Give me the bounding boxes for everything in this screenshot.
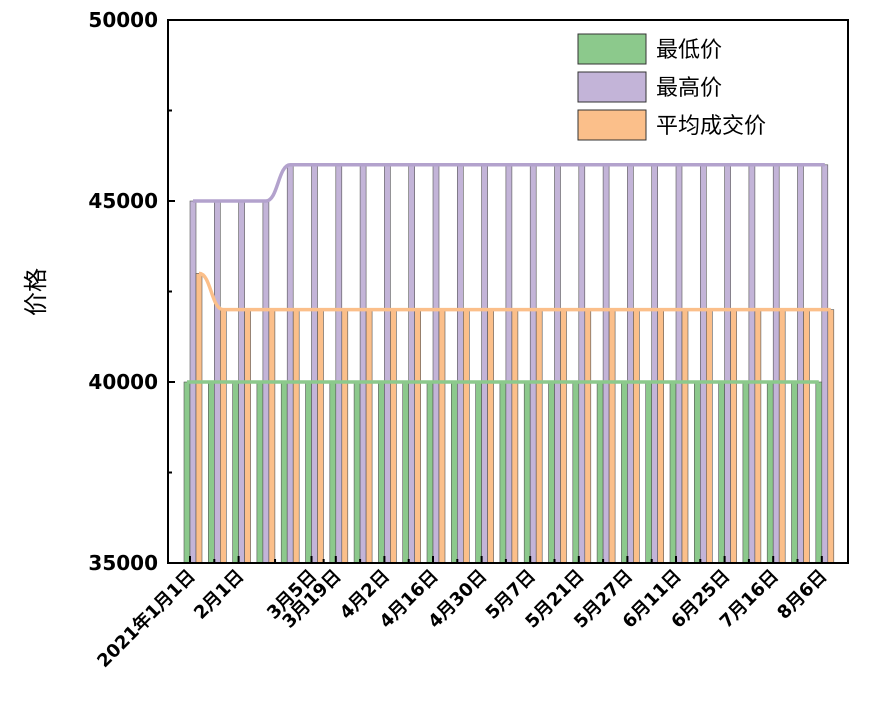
bar-min-price xyxy=(232,381,239,564)
y-tick-label: 50000 xyxy=(88,8,158,32)
bar-min-price xyxy=(378,381,385,564)
x-tick-label: 8月6日 xyxy=(773,566,831,624)
bar-avg-price xyxy=(244,309,251,564)
bar-avg-price xyxy=(584,309,592,564)
bar-min-price xyxy=(766,381,774,564)
bar-avg-price xyxy=(414,309,422,564)
bar-max-price xyxy=(797,164,804,564)
bar-min-price xyxy=(499,381,507,564)
bar-min-price xyxy=(208,381,215,564)
bar-max-price xyxy=(359,164,367,564)
bar-min-price xyxy=(475,381,482,564)
bar-min-price xyxy=(329,381,337,564)
bar-avg-price xyxy=(778,309,786,564)
bar-avg-price xyxy=(560,309,567,564)
legend: 最低价 最高价 平均成交价 xyxy=(577,33,766,141)
bar-max-price xyxy=(821,164,829,564)
bar-avg-price xyxy=(341,309,349,564)
bar-avg-price xyxy=(220,309,227,564)
legend-swatch-avg xyxy=(577,109,647,141)
bar-max-price xyxy=(529,164,537,564)
bar-avg-price xyxy=(657,309,665,564)
bar-avg-price xyxy=(827,309,835,564)
bar-min-price xyxy=(572,381,580,564)
legend-swatch-min xyxy=(577,33,647,65)
bar-max-price xyxy=(602,164,610,564)
line-max-price xyxy=(193,163,825,203)
bar-avg-price xyxy=(268,309,276,564)
legend-label-avg: 平均成交价 xyxy=(656,114,766,139)
bar-max-price xyxy=(651,164,659,564)
bar-avg-price xyxy=(754,309,762,564)
bar-min-price xyxy=(280,381,288,564)
bar-max-price xyxy=(408,164,416,564)
bar-min-price xyxy=(621,381,628,564)
bar-max-price xyxy=(724,164,731,564)
bar-max-price xyxy=(675,164,683,564)
bar-min-price xyxy=(426,381,434,564)
bar-min-price xyxy=(596,381,604,564)
bar-avg-price xyxy=(730,309,737,564)
y-tick-label: 45000 xyxy=(88,189,158,213)
bar-max-price xyxy=(627,164,634,564)
y-tick-label: 35000 xyxy=(88,551,158,575)
bar-min-price xyxy=(693,381,701,564)
bar-avg-price xyxy=(365,309,373,564)
bar-max-price xyxy=(772,164,780,564)
bar-max-price xyxy=(481,164,488,564)
legend-label-max: 最高价 xyxy=(656,76,722,101)
bar-min-price xyxy=(305,381,312,564)
bar-min-price xyxy=(791,381,798,564)
bar-avg-price xyxy=(535,309,543,564)
bar-avg-price xyxy=(438,309,446,564)
bar-avg-price xyxy=(195,273,203,564)
bar-max-price xyxy=(335,164,343,564)
x-tick-label: 2021年1月1日 xyxy=(93,565,200,672)
bar-avg-price xyxy=(317,309,324,564)
bar-min-price xyxy=(523,381,531,564)
bar-max-price xyxy=(748,164,756,564)
bar-max-price xyxy=(311,164,318,564)
bar-avg-price xyxy=(390,309,397,564)
bar-max-price xyxy=(505,164,513,564)
bar-max-price xyxy=(432,164,440,564)
bar-max-price xyxy=(456,164,464,564)
bar-min-price xyxy=(402,381,410,564)
bar-avg-price xyxy=(705,309,713,564)
bar-min-price xyxy=(718,381,725,564)
bar-avg-price xyxy=(292,309,300,564)
bar-avg-price xyxy=(803,309,810,564)
bar-avg-price xyxy=(681,309,689,564)
bars-layer xyxy=(183,164,835,564)
legend-label-min: 最低价 xyxy=(656,38,722,63)
bar-avg-price xyxy=(487,309,494,564)
bar-min-price xyxy=(815,381,823,564)
bar-min-price xyxy=(183,381,191,564)
line-avg-price xyxy=(198,271,831,312)
y-axis: 35000 40000 45000 50000 xyxy=(88,8,175,575)
y-axis-label: 价格 xyxy=(22,268,50,316)
bar-min-price xyxy=(669,381,677,564)
bar-avg-price xyxy=(608,309,616,564)
trend-lines-layer xyxy=(187,163,831,384)
bar-min-price xyxy=(548,381,555,564)
bar-max-price xyxy=(578,164,586,564)
bar-min-price xyxy=(742,381,750,564)
bar-max-price xyxy=(286,164,294,564)
bar-min-price xyxy=(450,381,458,564)
legend-swatch-max xyxy=(577,71,647,103)
bar-max-price xyxy=(384,164,391,564)
bar-min-price xyxy=(256,381,264,564)
bar-max-price xyxy=(699,164,707,564)
bar-min-price xyxy=(353,381,361,564)
bar-min-price xyxy=(645,381,653,564)
x-tick-label: 2月1日 xyxy=(190,566,248,624)
bar-avg-price xyxy=(462,309,470,564)
bar-avg-price xyxy=(511,309,519,564)
bar-avg-price xyxy=(633,309,640,564)
y-tick-label: 40000 xyxy=(88,370,158,394)
bar-max-price xyxy=(554,164,561,564)
